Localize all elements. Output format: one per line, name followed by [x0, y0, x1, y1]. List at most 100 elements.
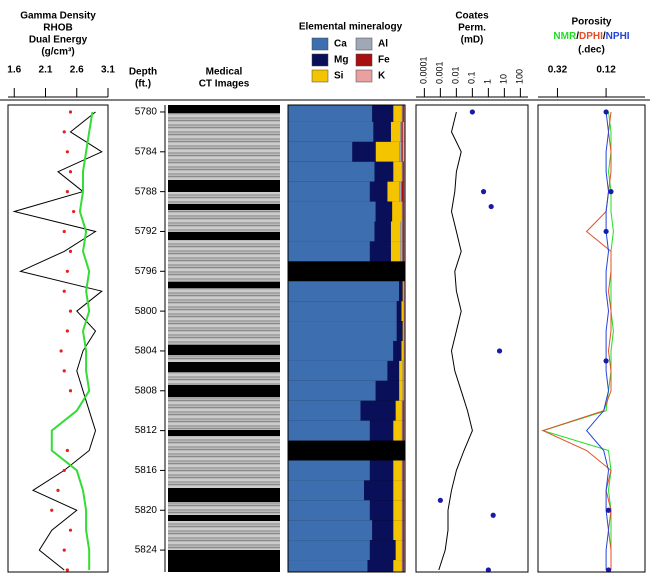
mineral-segment: [396, 540, 402, 560]
mineral-segment: [401, 182, 403, 202]
chart: Depth(ft.)578057845788579257965800580458…: [0, 0, 650, 575]
depth-tick-label: 5820: [135, 505, 158, 516]
mineral-segment: [401, 401, 402, 421]
mineral-segment: [403, 540, 404, 560]
data-point: [69, 170, 72, 173]
x-tick-label: 0.0001: [419, 56, 429, 84]
mineral-segment: [400, 222, 402, 242]
track-plot: [14, 110, 102, 571]
curve: [543, 112, 611, 570]
track-title: Elemental mineralogy: [299, 22, 403, 33]
depth-tick-label: 5804: [135, 346, 158, 357]
data-point: [69, 250, 72, 253]
mineral-segment: [352, 142, 375, 162]
mineral-segment: [288, 105, 372, 122]
mineral-segment: [399, 361, 403, 381]
mineral-segment: [288, 202, 376, 222]
legend-swatch: [356, 70, 372, 82]
x-tick-label: 3.1: [101, 65, 115, 76]
legend-label: Al: [378, 39, 388, 50]
mineral-segment: [288, 281, 399, 301]
mineral-segment: [373, 122, 391, 142]
data-point: [481, 189, 486, 194]
legend-swatch: [312, 54, 328, 66]
data-point: [470, 109, 475, 114]
mineral-segment: [288, 381, 376, 401]
mineral-segment: [288, 460, 370, 480]
mineral-segment: [396, 401, 402, 421]
data-point: [606, 508, 611, 513]
mineral-segment: [401, 142, 402, 162]
mineral-segment: [288, 341, 393, 361]
mineral-segment: [403, 105, 404, 122]
mineral-segment: [393, 460, 401, 480]
mineral-segment: [288, 222, 375, 242]
x-tick-label: 2.6: [70, 65, 84, 76]
legend-label: Mg: [334, 55, 348, 66]
depth-tick-label: 5824: [135, 545, 158, 556]
data-point: [69, 389, 72, 392]
data-point: [66, 270, 69, 273]
depth-tick-label: 5784: [135, 146, 158, 157]
mineral-segment: [403, 361, 404, 381]
mineral-segment: [288, 241, 370, 261]
data-point: [603, 109, 608, 114]
mineral-segment: [288, 122, 373, 142]
mineral-segment: [288, 560, 368, 572]
mineral-segment: [401, 460, 402, 480]
mineral-segment: [399, 381, 403, 401]
depth-tick-label: 5808: [135, 385, 158, 396]
mineral-segment: [391, 241, 400, 261]
mineral-segment: [288, 540, 370, 560]
depth-title: Depth: [129, 67, 157, 78]
mineral-segment: [401, 301, 403, 321]
mineral-segment: [393, 480, 401, 500]
data-point: [66, 190, 69, 193]
x-tick-label: 1: [483, 79, 493, 84]
mineral-segment: [401, 341, 403, 361]
mineral-segment: [393, 500, 401, 520]
mineral-segment: [376, 202, 392, 222]
data-point: [60, 349, 63, 352]
track-plot: [288, 105, 405, 572]
data-point: [69, 310, 72, 313]
track-unit: (g/cm³): [41, 47, 74, 58]
mineral-segment: [397, 321, 403, 341]
data-point: [66, 150, 69, 153]
mineral-segment: [392, 202, 401, 222]
data-point: [66, 449, 69, 452]
legend-label: K: [378, 71, 386, 82]
depth-tick-label: 5816: [135, 465, 158, 476]
track-title: Gamma Density: [20, 11, 96, 22]
track-plot: [438, 109, 502, 572]
track-frame: [538, 105, 645, 572]
mineral-segment: [401, 202, 402, 222]
mineral-segment: [401, 560, 402, 572]
depth-title: (ft.): [135, 79, 151, 90]
curve: [439, 112, 473, 570]
data-point: [491, 513, 496, 518]
track-frame: [416, 105, 528, 572]
legend-swatch: [356, 38, 372, 50]
mineral-segment: [403, 222, 404, 242]
mineral-segment: [370, 241, 391, 261]
track-title: (mD): [461, 35, 484, 46]
track-title: Coates: [455, 11, 489, 22]
mineral-segment: [403, 560, 404, 572]
x-tick-label: 0.001: [435, 61, 445, 84]
data-point: [66, 568, 69, 571]
mineral-segment: [288, 142, 352, 162]
mineral-segment: [399, 182, 401, 202]
data-point: [56, 489, 59, 492]
mineral-segment: [387, 361, 399, 381]
mineral-segment: [372, 105, 393, 122]
mineral-segment: [288, 421, 370, 441]
depth-tick-label: 5788: [135, 186, 158, 197]
legend: NMR/DPHI/NPHI: [553, 31, 629, 42]
legend-label: NPHI: [606, 31, 630, 42]
mineral-segment: [393, 162, 401, 182]
mineral-segment: [361, 401, 396, 421]
legend-swatch: [312, 38, 328, 50]
legend-swatch: [356, 54, 372, 66]
mineral-segment: [403, 321, 404, 341]
